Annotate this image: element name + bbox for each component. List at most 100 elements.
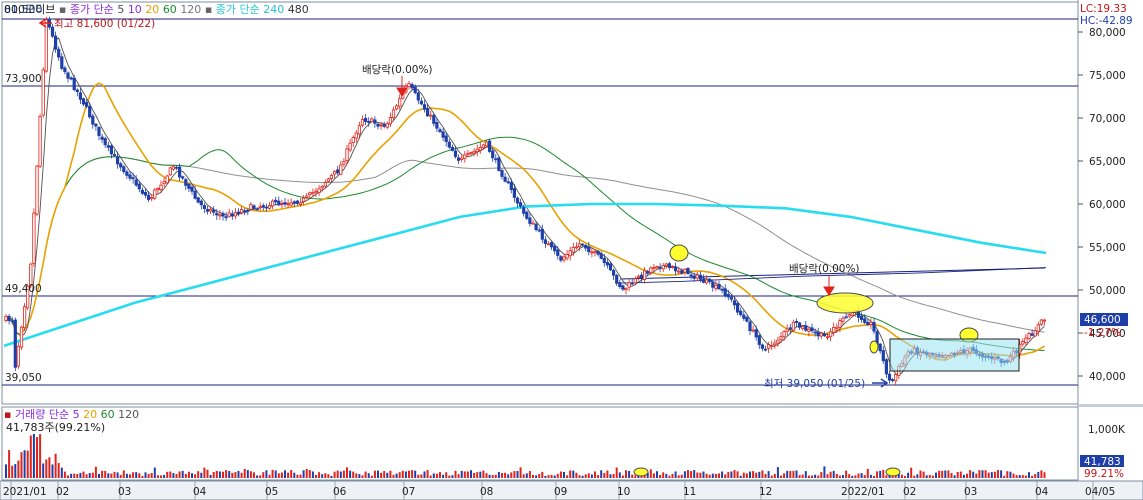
candle — [38, 116, 42, 167]
volume-bar — [922, 471, 925, 478]
candle — [605, 262, 610, 266]
x-tick-label: 04/05 — [1085, 486, 1115, 498]
candle — [196, 197, 200, 203]
candle — [825, 336, 830, 339]
candle — [345, 148, 349, 161]
dividend-label-2: 배당락(0.00%) — [789, 263, 860, 275]
level-label-49400: 49,400 — [5, 283, 42, 295]
candle — [481, 144, 486, 149]
candle — [308, 192, 312, 196]
candle — [283, 202, 287, 205]
candle — [1021, 341, 1025, 345]
volume-legend-ma-label: 단순 — [48, 408, 70, 421]
volume-bar — [11, 465, 14, 478]
volume-bar — [45, 459, 48, 478]
volume-bar — [764, 474, 767, 478]
current-volume-tag — [1080, 455, 1124, 467]
x-tick-label: 05 — [265, 486, 278, 498]
volume-bar — [904, 475, 906, 478]
volume-tick-label: 1,000K — [1088, 424, 1126, 436]
candle — [32, 212, 36, 264]
volume-bar — [280, 472, 283, 478]
volume-bar — [975, 473, 978, 478]
candle — [243, 210, 247, 212]
volume-bar — [259, 475, 262, 478]
volume-bar — [845, 470, 848, 478]
candle — [168, 167, 172, 176]
candle — [159, 184, 163, 191]
volume-bar — [181, 470, 184, 478]
candle — [88, 106, 92, 118]
volume-bar — [807, 475, 810, 478]
candle — [717, 283, 721, 290]
candle — [69, 77, 73, 80]
x-tick-label: 03 — [118, 486, 131, 498]
volume-bar — [442, 474, 445, 478]
volume-bar — [838, 475, 841, 478]
volume-bar — [981, 470, 984, 478]
candle — [770, 344, 774, 347]
volume-bar — [773, 473, 776, 478]
candle — [872, 322, 876, 332]
volume-bar — [730, 471, 733, 478]
volume-bar — [349, 470, 352, 478]
volume-bar — [36, 437, 38, 478]
volume-bar — [327, 474, 330, 478]
moving-average-long — [3, 202, 1047, 348]
candle — [187, 183, 191, 189]
volume-bar — [634, 475, 637, 478]
volume-bar — [57, 463, 60, 478]
volume-bar — [132, 472, 135, 478]
volume-bar — [714, 473, 717, 478]
volume-bar — [373, 470, 376, 478]
volume-bar — [284, 470, 286, 478]
volume-bar — [910, 467, 913, 478]
candle — [522, 207, 526, 214]
volume-bar — [649, 469, 652, 478]
candle — [438, 129, 442, 133]
candle — [813, 331, 817, 334]
volume-bar — [832, 470, 835, 478]
volume-bar — [339, 471, 342, 478]
candle — [798, 322, 802, 328]
candle — [208, 208, 213, 212]
volume-bar — [476, 472, 479, 478]
candle — [125, 171, 129, 176]
candle — [422, 104, 427, 110]
candle — [7, 315, 11, 322]
candle — [354, 132, 358, 139]
candle — [794, 321, 799, 323]
volume-bar — [990, 472, 993, 478]
volume-bar — [138, 473, 141, 478]
volume-bar — [178, 471, 181, 478]
candle — [519, 202, 523, 207]
volume-bar — [336, 470, 339, 478]
candle — [289, 202, 293, 206]
volume-bar — [426, 469, 429, 478]
candle — [342, 161, 346, 165]
volume-bar — [587, 473, 590, 478]
volume-bar — [935, 472, 937, 478]
volume-bar — [997, 470, 999, 478]
candle — [252, 205, 256, 209]
volume-bar — [690, 471, 693, 478]
volume-bar — [1028, 472, 1030, 478]
candle — [13, 319, 17, 368]
volume-bar — [863, 475, 866, 478]
volume-bar — [749, 471, 751, 478]
splitter[interactable] — [1078, 404, 1143, 407]
candle — [773, 342, 777, 346]
highlight-box — [889, 338, 1020, 372]
candle — [720, 288, 724, 291]
volume-bar — [631, 474, 634, 478]
volume-bar — [305, 468, 308, 478]
volume-bar — [246, 470, 249, 478]
candle — [556, 249, 560, 256]
volume-bar — [361, 475, 364, 478]
candle — [484, 141, 489, 147]
candle — [410, 84, 414, 89]
candle — [742, 314, 746, 319]
volume-bar — [243, 468, 246, 478]
candle — [429, 114, 433, 117]
